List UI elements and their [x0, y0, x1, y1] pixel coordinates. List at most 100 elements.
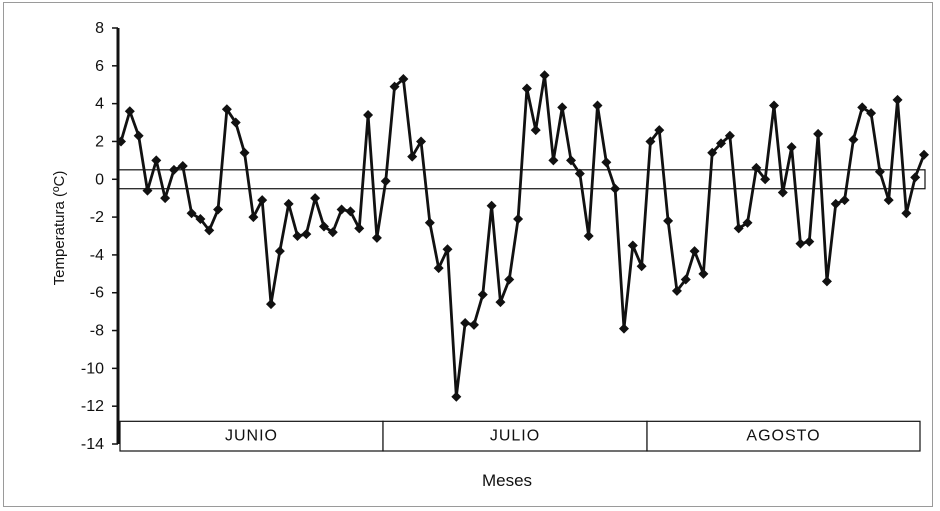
data-point: [760, 174, 771, 185]
month-category-boxes: JUNIO JULIO AGOSTO: [119, 420, 921, 452]
data-point: [821, 276, 832, 287]
data-point: [460, 317, 471, 328]
data-point: [645, 136, 656, 147]
data-point: [495, 297, 506, 308]
data-point: [539, 70, 550, 81]
data-point: [627, 240, 638, 251]
data-point: [133, 130, 144, 141]
data-point: [177, 161, 188, 172]
data-point: [301, 229, 312, 240]
data-point: [486, 200, 497, 211]
data-point: [707, 147, 718, 158]
y-tick-label: -6: [90, 285, 104, 302]
data-point: [636, 261, 647, 272]
data-point: [433, 263, 444, 274]
data-point: [574, 168, 585, 179]
data-point: [601, 157, 612, 168]
month-box-julio: JULIO: [382, 420, 648, 452]
data-point: [310, 193, 321, 204]
y-tick-label: -12: [81, 398, 104, 415]
data-point: [592, 100, 603, 111]
data-point: [919, 149, 929, 160]
data-point: [407, 151, 418, 162]
data-point: [698, 268, 709, 279]
y-tick-label: 2: [95, 133, 104, 150]
y-tick-label: 4: [95, 96, 104, 113]
data-point: [213, 204, 224, 215]
data-point: [857, 102, 868, 113]
y-tick-label: -4: [90, 247, 104, 264]
series-line: [119, 73, 926, 399]
data-point: [566, 155, 577, 166]
data-point: [230, 117, 241, 128]
data-point: [363, 109, 374, 120]
data-point: [583, 231, 594, 241]
data-point: [327, 227, 338, 238]
y-tick-label: -10: [81, 360, 104, 377]
y-tick-label: 8: [95, 20, 104, 37]
data-point: [389, 81, 400, 92]
data-point: [813, 128, 824, 139]
y-tick-label: 6: [95, 58, 104, 75]
data-point: [521, 83, 532, 94]
data-point: [195, 213, 206, 224]
y-tick-label: -14: [81, 436, 104, 453]
data-point: [124, 106, 135, 117]
data-point: [910, 172, 921, 183]
data-point: [186, 208, 197, 219]
data-point: [398, 74, 409, 85]
data-point: [786, 142, 797, 153]
data-point: [548, 155, 559, 166]
data-point: [424, 217, 435, 228]
data-point: [292, 231, 303, 241]
data-point: [663, 215, 674, 226]
data-point: [416, 136, 427, 147]
data-point: [883, 195, 894, 206]
y-tick-labels: 8 6 4 2 0 -2 -4 -6 -8 -10 -12 -14: [81, 20, 104, 453]
data-point: [257, 195, 268, 206]
data-point: [610, 183, 621, 194]
data-point: [557, 102, 568, 113]
data-point: [874, 166, 885, 177]
y-tick-label: -2: [90, 209, 104, 226]
data-point: [892, 94, 903, 105]
data-point: [221, 104, 232, 115]
data-point: [266, 299, 277, 310]
data-point: [151, 155, 162, 166]
y-tick-label: 0: [95, 171, 104, 188]
month-label: JULIO: [490, 427, 540, 444]
data-point: [274, 246, 285, 257]
month-label: AGOSTO: [746, 427, 820, 444]
data-point: [477, 289, 488, 300]
data-point: [442, 244, 453, 255]
data-point: [839, 195, 850, 206]
data-point: [671, 285, 682, 296]
data-point: [724, 130, 735, 141]
y-tick-label: -8: [90, 323, 104, 340]
series-temperature: [116, 70, 929, 402]
data-point: [689, 246, 700, 257]
month-box-agosto: AGOSTO: [646, 420, 921, 452]
data-point: [336, 204, 347, 215]
data-point: [680, 274, 691, 285]
data-point: [248, 212, 259, 223]
data-point: [354, 223, 365, 234]
data-point: [830, 198, 841, 209]
data-point: [160, 193, 171, 204]
x-axis-label: Meses: [482, 471, 532, 490]
data-point: [795, 238, 806, 249]
data-point: [345, 206, 356, 217]
data-point: [468, 319, 479, 330]
data-point: [204, 225, 215, 236]
data-point: [504, 274, 515, 285]
data-point: [654, 125, 665, 136]
data-point: [733, 223, 744, 234]
month-label: JUNIO: [225, 427, 278, 444]
data-point: [530, 125, 541, 136]
data-point: [513, 213, 524, 224]
data-point: [866, 108, 877, 119]
data-point: [804, 236, 815, 247]
data-point: [768, 100, 779, 111]
data-point: [283, 198, 294, 209]
month-box-junio: JUNIO: [119, 420, 384, 452]
